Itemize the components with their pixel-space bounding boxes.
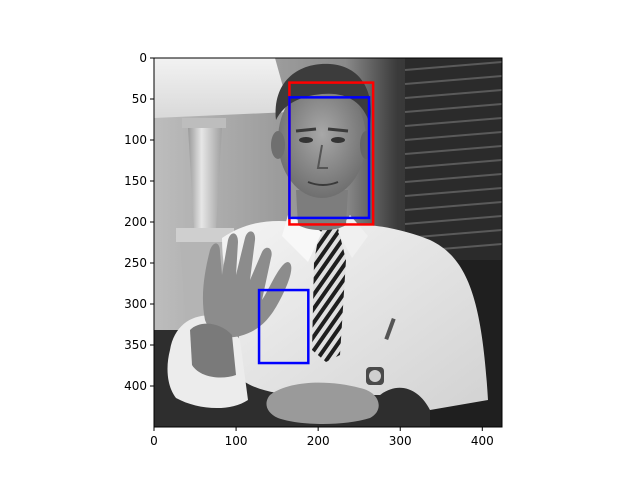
photo (154, 58, 502, 427)
axes-frame (153, 57, 503, 428)
y-tick-label: 200 (124, 215, 147, 229)
y-tick-label: 100 (124, 133, 147, 147)
y-axis: 0 50 100 150 200 250 300 350 400 (124, 51, 154, 393)
x-tick-label: 0 (150, 434, 158, 448)
y-tick-label: 300 (124, 297, 147, 311)
y-tick-label: 0 (139, 51, 147, 65)
y-tick-label: 250 (124, 256, 147, 270)
blue-box-hand (257, 288, 310, 365)
y-tick-label: 150 (124, 174, 147, 188)
x-tick-label: 400 (471, 434, 494, 448)
raised-hand (202, 231, 292, 338)
tie (312, 228, 346, 362)
x-axis: 0 100 200 300 400 (150, 427, 494, 448)
y-tick-label: 350 (124, 338, 147, 352)
y-tick-label: 400 (124, 379, 147, 393)
y-tick-label: 50 (132, 92, 147, 106)
desk-hands (266, 382, 379, 424)
blue-box-face (288, 96, 371, 220)
x-tick-label: 200 (307, 434, 330, 448)
x-tick-label: 100 (225, 434, 248, 448)
x-tick-label: 300 (389, 434, 412, 448)
bounding-boxes (257, 81, 375, 365)
